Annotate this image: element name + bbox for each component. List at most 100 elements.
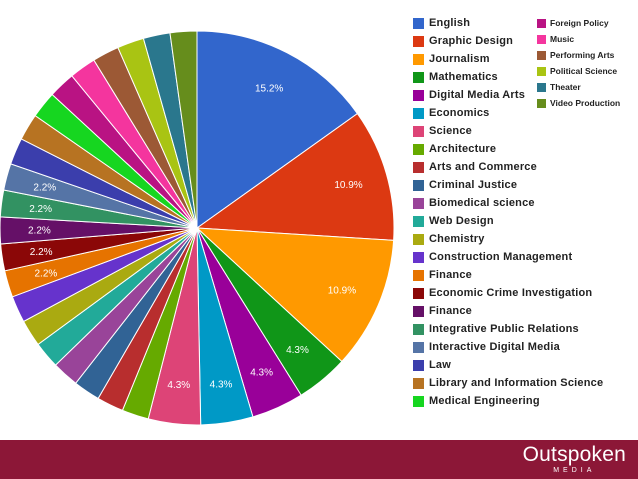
legend-item: Criminal Justice — [413, 176, 603, 194]
legend-primary: English Graphic Design Journalism Mathemati… — [413, 14, 603, 410]
legend-swatch — [413, 287, 424, 299]
slice-data-label: 2.2% — [34, 268, 57, 279]
legend-item: Integrative Public Relations — [413, 320, 603, 338]
legend-swatch — [537, 66, 546, 76]
brand-logo: Outspoken MEDIA — [523, 443, 626, 475]
legend-label: Web Design — [429, 215, 494, 227]
pie-slice — [195, 112, 395, 241]
legend-label: English — [429, 17, 471, 29]
legend-swatch — [413, 359, 424, 371]
legend-swatch — [413, 197, 424, 209]
pie-slice — [169, 30, 198, 229]
legend-label: Medical Engineering — [429, 395, 540, 407]
legend-item: Economic Crime Investigation — [413, 284, 603, 302]
legend-item: Arts and Commerce — [413, 158, 603, 176]
legend-swatch — [413, 53, 424, 65]
legend-label: Biomedical science — [429, 197, 535, 209]
legend-label: Performing Arts — [550, 50, 615, 60]
legend-label: Journalism — [429, 53, 490, 65]
slice-data-label: 4.3% — [210, 379, 233, 390]
legend-swatch — [413, 71, 424, 83]
legend-label: Architecture — [429, 143, 497, 155]
legend-swatch — [413, 323, 424, 335]
legend-item: Economics — [413, 104, 603, 122]
legend-label: Construction Management — [429, 251, 573, 263]
legend-item: Library and Information Science — [413, 374, 603, 392]
legend-swatch — [413, 35, 424, 47]
legend-label: Mathematics — [429, 71, 498, 83]
legend-label: Law — [429, 359, 451, 371]
legend-swatch — [413, 215, 424, 227]
legend-label: Science — [429, 125, 472, 137]
legend-item: Mathematics — [413, 68, 603, 86]
legend-item: Foreign Policy — [537, 15, 620, 31]
slice-data-label: 2.2% — [28, 225, 51, 236]
slice-data-label: 10.9% — [328, 285, 356, 296]
slice-data-label: 2.2% — [33, 183, 56, 194]
legend-label: Theater — [550, 82, 581, 92]
legend-label: Economic Crime Investigation — [429, 287, 593, 299]
legend-swatch — [413, 89, 424, 101]
slice-data-label: 2.2% — [30, 247, 53, 258]
legend-item: Music — [537, 31, 620, 47]
legend-label: Political Science — [550, 66, 618, 76]
legend-item: Performing Arts — [537, 47, 620, 63]
legend-item: Journalism — [413, 50, 603, 68]
legend-item: Biomedical science — [413, 194, 603, 212]
slice-data-label: 2.2% — [29, 204, 52, 215]
legend-swatch — [413, 161, 424, 173]
legend-item: Web Design — [413, 212, 603, 230]
legend-item: Finance — [413, 302, 603, 320]
legend-label: Integrative Public Relations — [429, 323, 579, 335]
legend-label: Video Production — [550, 98, 621, 108]
legend-swatch — [413, 395, 424, 407]
footer-bar: Outspoken MEDIA — [0, 440, 638, 479]
pie-slice — [195, 227, 395, 363]
legend-item: Interactive Digital Media — [413, 338, 603, 356]
legend-item: Video Production — [537, 95, 620, 111]
legend-label: Chemistry — [429, 233, 485, 245]
legend-swatch — [537, 18, 546, 28]
slice-data-label: 4.3% — [286, 345, 309, 356]
legend-label: Finance — [429, 305, 472, 317]
legend-item: Theater — [537, 79, 620, 95]
legend-item: Architecture — [413, 140, 603, 158]
legend-swatch — [413, 143, 424, 155]
legend-label: Music — [550, 34, 575, 44]
legend-item: English — [413, 14, 603, 32]
legend-item: Digital Media Arts — [413, 86, 603, 104]
legend-label: Library and Information Science — [429, 377, 604, 389]
legend-swatch — [537, 82, 546, 92]
legend-swatch — [413, 251, 424, 263]
legend-swatch — [413, 17, 424, 29]
legend-swatch — [413, 305, 424, 317]
legend-label: Economics — [429, 107, 490, 119]
legend-swatch — [413, 233, 424, 245]
slice-data-label: 10.9% — [334, 180, 362, 191]
brand-name: Outspoken — [522, 443, 626, 466]
legend-swatch — [537, 98, 546, 108]
legend-swatch — [413, 107, 424, 119]
slice-data-label: 4.3% — [167, 380, 190, 391]
legend-swatch — [413, 269, 424, 281]
brand-subtitle: MEDIA — [553, 467, 596, 474]
legend-swatch — [413, 179, 424, 191]
slice-data-label: 4.3% — [250, 367, 273, 378]
legend-item: Graphic Design — [413, 32, 603, 50]
legend-item: Political Science — [537, 63, 620, 79]
legend-item: Chemistry — [413, 230, 603, 248]
legend-item: Finance — [413, 266, 603, 284]
legend-secondary: Foreign Policy Music Performing Arts Politi… — [537, 15, 620, 111]
legend-swatch — [537, 50, 546, 60]
legend-item: Law — [413, 356, 603, 374]
legend-label: Criminal Justice — [429, 179, 518, 191]
slice-data-label: 15.2% — [255, 83, 283, 94]
legend-label: Arts and Commerce — [429, 161, 537, 173]
legend-label: Graphic Design — [429, 35, 514, 47]
legend-item: Medical Engineering — [413, 392, 603, 410]
legend-label: Digital Media Arts — [429, 89, 526, 101]
pie-slice — [196, 30, 359, 229]
legend-swatch — [413, 125, 424, 137]
legend-label: Foreign Policy — [550, 18, 609, 28]
pie-chart: 15.2% 10.9% 10.9% 4.3% 4.3% 4.3% 4.3% 2.2% 2.2% 2… — [0, 30, 395, 426]
